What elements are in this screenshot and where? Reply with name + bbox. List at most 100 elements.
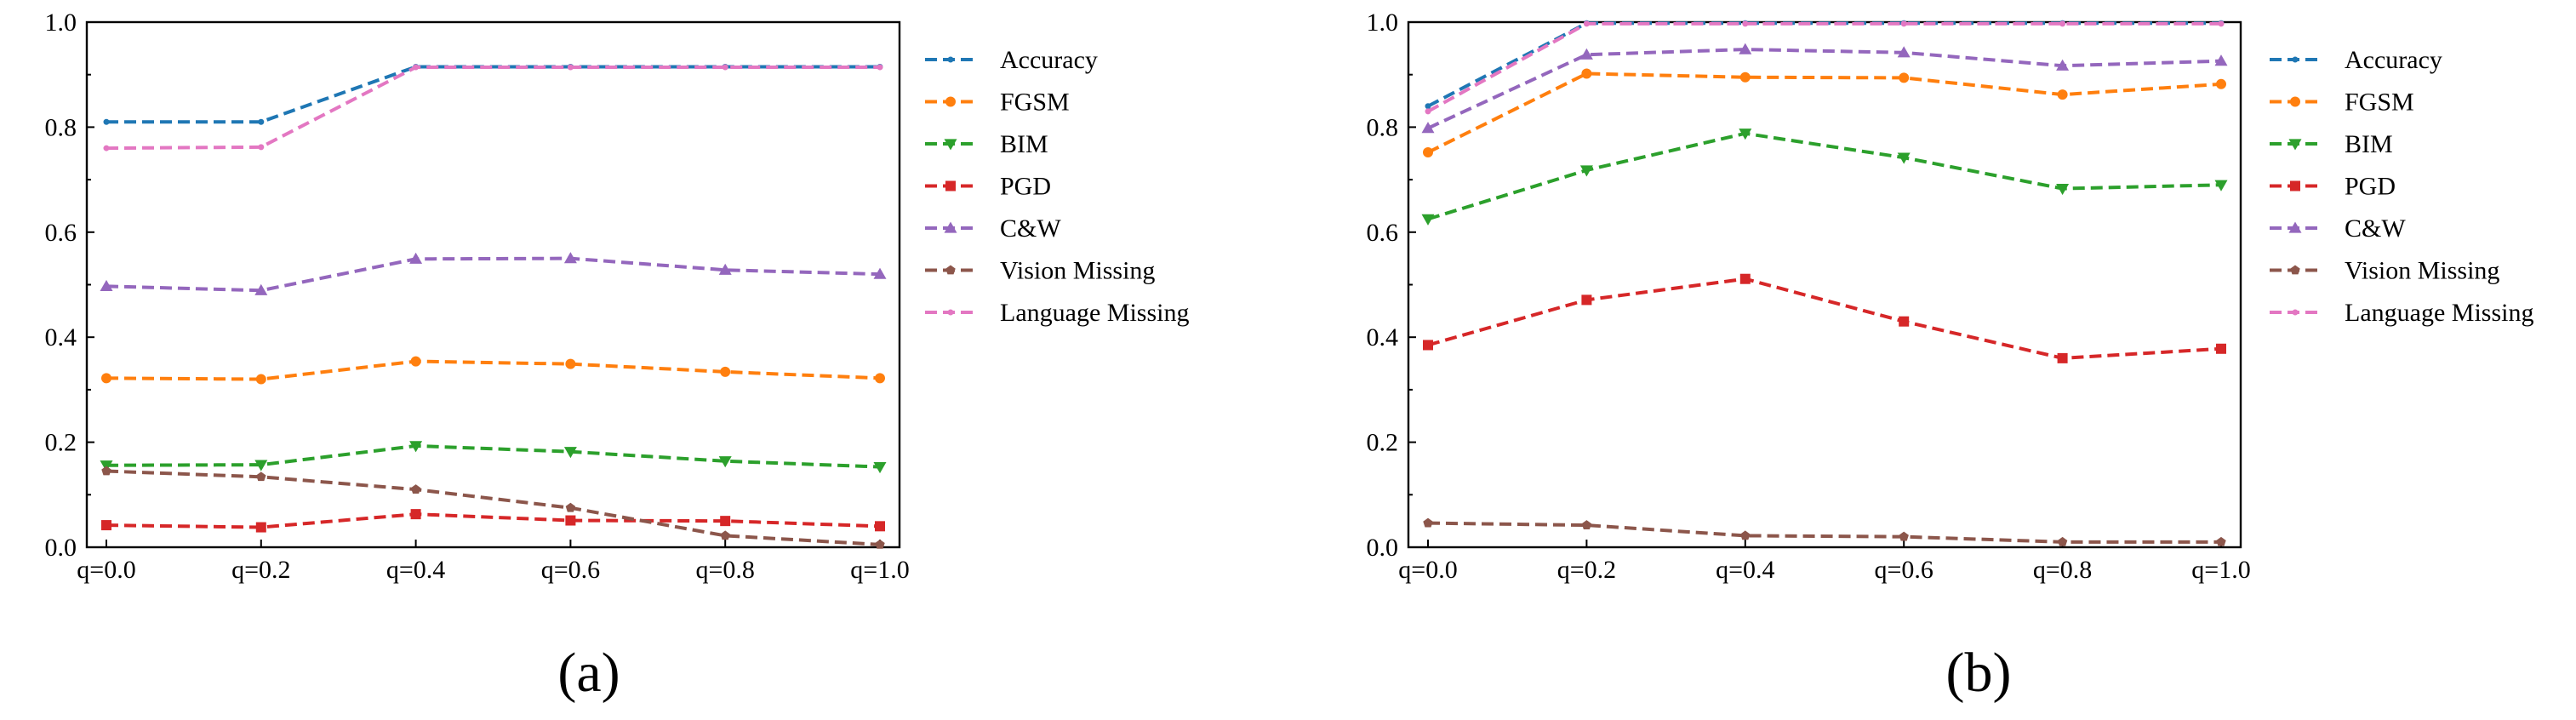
data-point-fgsm <box>255 374 266 385</box>
legend-label: Language Missing <box>2345 299 2533 327</box>
data-point-candw <box>2214 54 2228 66</box>
data-point-pgd <box>2057 352 2068 363</box>
data-point-bim <box>1421 214 1435 226</box>
data-point-fgsm <box>1739 71 1751 83</box>
data-point-fgsm <box>1581 68 1592 79</box>
series-line-bim <box>106 443 881 469</box>
data-point-vision-missing <box>565 502 576 512</box>
data-point-pgd <box>565 515 576 526</box>
data-point-language-missing <box>1742 20 1749 27</box>
data-point-vision-missing <box>2057 536 2068 546</box>
data-point-language-missing <box>1583 20 1590 27</box>
legend-item-language-missing: Language Missing <box>2270 299 2533 327</box>
legend-marker-accuracy <box>947 56 954 63</box>
legend-item-fgsm: FGSM <box>925 89 1070 117</box>
legend-label: BIM <box>1000 130 1048 158</box>
data-point-language-missing <box>722 64 728 71</box>
data-point-bim <box>2214 180 2228 191</box>
legend-marker-vision-missing <box>2290 265 2300 275</box>
series-bim <box>100 441 887 474</box>
legend-marker-fgsm <box>2290 96 2300 107</box>
legend-label: FGSM <box>2345 89 2414 117</box>
data-point-candw <box>1739 43 1752 54</box>
data-point-candw <box>254 283 268 295</box>
series-line-language-missing <box>1427 21 2221 113</box>
data-point-pgd <box>875 521 885 532</box>
x-ticks-b: q=0.0 q=0.2 q=0.4 q=0.6 q=0.8 q=1.0 <box>1398 540 2251 584</box>
x-tick-label: q=0.6 <box>541 556 600 584</box>
legend-marker-candw <box>2288 221 2302 233</box>
y-ticks-b: 0.0 0.2 0.4 0.6 0.8 1.0 <box>1367 9 1416 562</box>
data-point-fgsm <box>875 373 885 384</box>
legend-label: C&W <box>2345 214 2406 243</box>
data-point-language-missing <box>2218 20 2225 27</box>
legend-marker-fgsm <box>945 96 956 107</box>
data-point-accuracy <box>103 118 110 125</box>
data-point-fgsm <box>410 356 421 367</box>
data-point-fgsm <box>565 358 576 369</box>
data-point-pgd <box>1581 294 1592 306</box>
panel-caption-a: (a) <box>557 642 620 704</box>
legend-item-accuracy: Accuracy <box>925 46 1098 74</box>
legend-label: FGSM <box>1000 89 1070 117</box>
series-b <box>1421 20 2228 546</box>
data-point-candw <box>873 267 887 279</box>
legend-item-vision-missing: Vision Missing <box>2270 257 2499 285</box>
series-fgsm <box>1423 68 2226 158</box>
panel-a: 0.00.20.40.60.81.0 q=0.0 q=0.2 q=0.4 q=0.6 q… <box>45 9 1190 704</box>
legend-item-candw: C&W <box>2270 214 2406 243</box>
x-tick-label: q=0.2 <box>231 556 290 584</box>
data-point-bim <box>718 456 732 468</box>
data-point-vision-missing <box>720 530 730 540</box>
legend-a: Accuracy FGSM BIM PGD C&W Vision Missing Langu… <box>925 46 1189 327</box>
legend-marker-pgd <box>945 180 956 191</box>
data-point-bim <box>1579 165 1593 177</box>
data-point-fgsm <box>1899 72 1910 83</box>
series-a <box>100 63 887 549</box>
legend-marker-language-missing <box>2292 309 2299 316</box>
legend-marker-vision-missing <box>945 265 956 275</box>
series-accuracy <box>103 63 883 125</box>
data-point-language-missing <box>1900 20 1907 27</box>
data-point-bim <box>873 461 887 474</box>
panel-b: 0.00.20.40.60.81.0 q=0.0 q=0.2 q=0.4 q=0.6 q… <box>1367 9 2534 704</box>
series-bim <box>1421 129 2228 226</box>
data-point-candw <box>718 263 732 275</box>
data-point-bim <box>254 460 268 471</box>
x-tick-label: q=0.8 <box>695 556 754 584</box>
legend-item-bim: BIM <box>925 130 1048 158</box>
x-tick-label: q=0.6 <box>1874 556 1933 584</box>
data-point-language-missing <box>1425 108 1431 115</box>
data-point-pgd <box>1899 316 1910 327</box>
data-point-vision-missing <box>875 539 885 549</box>
data-point-pgd <box>1423 340 1433 351</box>
y-tick-label: 0.8 <box>1367 113 1399 141</box>
series-language-missing <box>1425 20 2225 115</box>
data-point-candw <box>2056 59 2070 71</box>
data-point-candw <box>1421 122 1435 134</box>
data-point-pgd <box>101 520 111 531</box>
x-ticks-a: q=0.0 q=0.2 q=0.4 q=0.6 q=0.8 q=1.0 <box>77 540 910 584</box>
y-tick-label: 0.8 <box>45 113 77 141</box>
data-point-vision-missing <box>1899 531 1909 541</box>
y-tick-label: 1.0 <box>45 9 77 37</box>
data-point-language-missing <box>103 145 110 151</box>
legend-marker-accuracy <box>2292 56 2299 63</box>
legend-marker-candw <box>944 221 957 233</box>
series-line-pgd <box>106 512 881 529</box>
data-point-bim <box>1739 129 1752 140</box>
data-point-bim <box>1897 152 1911 164</box>
x-tick-label: q=1.0 <box>850 556 909 584</box>
series-fgsm <box>101 356 885 385</box>
legend-label: C&W <box>1000 214 1061 243</box>
data-point-language-missing <box>877 64 883 71</box>
y-tick-label: 0.2 <box>45 429 77 457</box>
panel-caption-b: (b) <box>1946 642 2012 704</box>
y-tick-label: 0.6 <box>1367 219 1399 247</box>
data-point-vision-missing <box>410 484 421 494</box>
x-tick-label: q=1.0 <box>2191 556 2250 584</box>
x-tick-label: q=0.8 <box>2033 556 2092 584</box>
legend-label: Language Missing <box>1000 299 1189 327</box>
legend-item-vision-missing: Vision Missing <box>925 257 1155 285</box>
data-point-bim <box>563 447 577 459</box>
